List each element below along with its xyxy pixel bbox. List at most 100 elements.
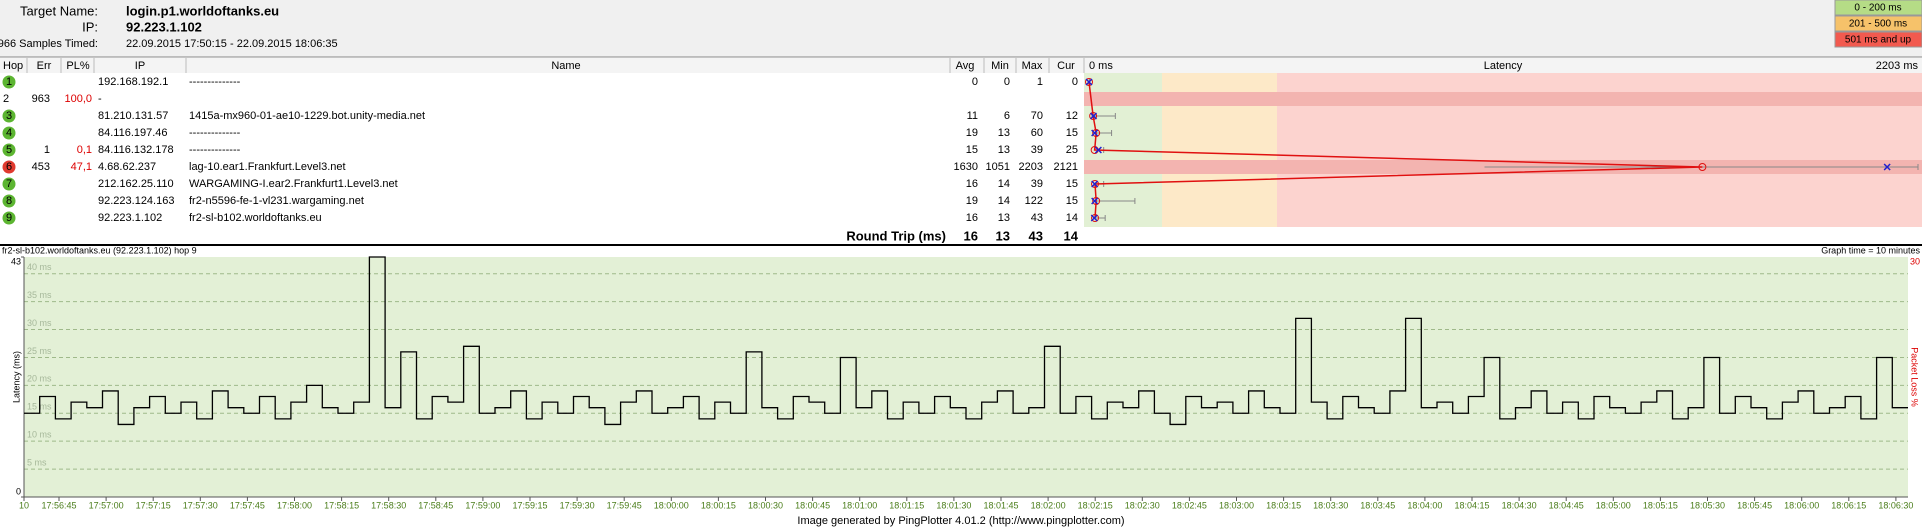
- footer: Image generated by PingPlotter 4.01.2 (h…: [797, 515, 1124, 527]
- hop: 8: [6, 195, 12, 207]
- column-header: Err: [37, 60, 52, 72]
- time-range: 22.09.2015 17:50:15 - 22.09.2015 18:06:3…: [126, 38, 338, 50]
- err: 963: [32, 93, 50, 105]
- max: 43: [1031, 212, 1043, 224]
- x-tick-label: 17:57:15: [136, 500, 171, 510]
- min: 14: [998, 178, 1010, 190]
- legend-label: 201 - 500 ms: [1849, 19, 1907, 30]
- max: 122: [1025, 195, 1043, 207]
- hop: 2: [3, 93, 9, 105]
- x-tick-label: 18:03:15: [1266, 500, 1301, 510]
- hop-badge: [2, 109, 16, 123]
- avg-point: [1091, 180, 1100, 188]
- hop: 6: [6, 161, 12, 173]
- avg-point: [1698, 163, 1707, 171]
- name: --------------: [189, 76, 241, 88]
- ip: 92.223.1.102: [98, 212, 162, 224]
- x-tick-label: 17:57:45: [230, 500, 265, 510]
- x-tick-label: 10: [19, 500, 29, 510]
- plot-bg: [24, 257, 1908, 497]
- x-tick-label: 17:56:45: [41, 500, 76, 510]
- cur: 14: [1066, 212, 1078, 224]
- legend-label: 501 ms and up: [1845, 35, 1912, 46]
- x-tick-label: 18:02:30: [1125, 500, 1160, 510]
- cur-point: [1091, 129, 1099, 137]
- cur-point: [1089, 112, 1098, 120]
- column-header: PL%: [66, 60, 89, 72]
- cur: 15: [1066, 195, 1078, 207]
- x-tick-label: 18:00:30: [748, 500, 783, 510]
- hop: 4: [6, 127, 12, 139]
- x-tick-label: 18:01:45: [983, 500, 1018, 510]
- latency-line: [24, 256, 1908, 426]
- x-tick-label: 18:00:45: [795, 500, 830, 510]
- x-tick-label: 18:02:00: [1031, 500, 1066, 510]
- min: 6: [1004, 110, 1010, 122]
- y-tick-label: 0: [16, 486, 21, 496]
- x-tick-label: 18:04:45: [1549, 500, 1584, 510]
- pl: 0,1: [77, 144, 92, 156]
- ip: 84.116.197.46: [98, 127, 168, 139]
- column-header: Cur: [1057, 60, 1075, 72]
- x-tick-label: 18:06:00: [1784, 500, 1819, 510]
- cur: 25: [1066, 144, 1078, 156]
- avg: 0: [972, 76, 978, 88]
- round-trip-avg: 16: [964, 228, 978, 243]
- cur-point: [1085, 78, 1093, 86]
- grid-label: 25 ms: [27, 346, 52, 356]
- name: --------------: [189, 127, 241, 139]
- samples-label: 966 Samples Timed:: [0, 38, 98, 50]
- min: 1051: [986, 161, 1010, 173]
- header-bg: [0, 0, 1922, 57]
- avg-point: [1085, 78, 1093, 86]
- grid-label: 40 ms: [27, 262, 52, 272]
- avg-point: [1091, 214, 1100, 222]
- hop: 1: [6, 76, 12, 88]
- avg: 11: [967, 110, 978, 122]
- grid-label: 30 ms: [27, 318, 52, 328]
- x-tick-label: 18:04:15: [1454, 500, 1489, 510]
- x-tick-label: 17:59:30: [560, 500, 595, 510]
- err: 1: [44, 144, 50, 156]
- hop-badge: [2, 143, 16, 157]
- max: 1: [1037, 76, 1043, 88]
- avg-line: [1088, 81, 1703, 219]
- column-header: Name: [551, 60, 580, 72]
- target-label: Target Name:: [20, 3, 98, 18]
- name: WARGAMING-I.ear2.Frankfurt1.Level3.net: [189, 178, 398, 190]
- avg-point: [1092, 129, 1101, 137]
- max: 39: [1031, 144, 1043, 156]
- min: 14: [998, 195, 1010, 207]
- x-tick-label: 18:01:15: [889, 500, 924, 510]
- max: 2203: [1019, 161, 1043, 173]
- ip: 92.223.124.163: [98, 195, 174, 207]
- cur: 0: [1072, 76, 1078, 88]
- grid-label: 10 ms: [27, 430, 52, 440]
- name: --------------: [189, 144, 241, 156]
- min: 13: [998, 212, 1010, 224]
- legend-swatch: [1834, 0, 1922, 16]
- graph-end: 2203 ms: [1876, 60, 1919, 72]
- ip: 84.116.132.178: [98, 144, 174, 156]
- cur-point: [1883, 163, 1891, 171]
- err: 453: [32, 161, 50, 173]
- hop-badge: [2, 211, 16, 225]
- cur-point: [1094, 146, 1102, 154]
- grid-label: 20 ms: [27, 374, 52, 384]
- hop-badge: [2, 160, 16, 174]
- avg-point: [1092, 197, 1101, 205]
- column-header: Avg: [956, 60, 975, 72]
- x-tick-label: 18:05:45: [1737, 500, 1772, 510]
- round-trip-max: 43: [1029, 228, 1043, 243]
- x-tick-label: 18:05:00: [1596, 500, 1631, 510]
- x-tick-label: 18:03:00: [1219, 500, 1254, 510]
- column-header: Min: [991, 60, 1009, 72]
- pl: 47,1: [71, 161, 92, 173]
- x-tick-label: 18:00:00: [654, 500, 689, 510]
- ip: 4.68.62.237: [98, 161, 156, 173]
- name: fr2-n5596-fe-1-vl231.wargaming.net: [189, 195, 364, 207]
- y-axis-label: Latency (ms): [11, 351, 21, 403]
- y-tick-label: 43: [11, 256, 21, 266]
- avg: 15: [966, 144, 978, 156]
